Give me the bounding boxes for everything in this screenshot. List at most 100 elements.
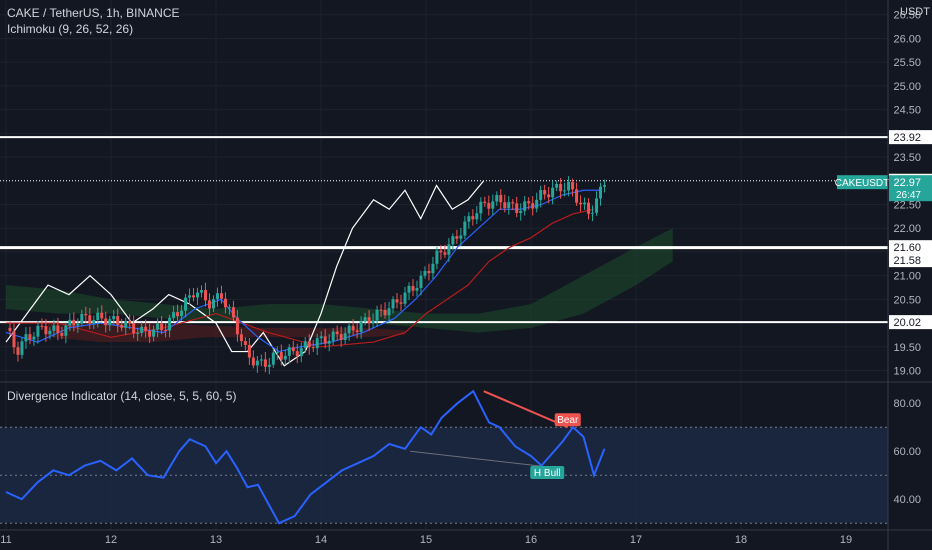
candle-body[interactable] — [299, 347, 303, 357]
candle-body[interactable] — [563, 190, 567, 192]
candle-body[interactable] — [108, 319, 112, 326]
candle-body[interactable] — [595, 198, 599, 213]
candle-body[interactable] — [20, 341, 24, 355]
candle-body[interactable] — [403, 292, 407, 304]
candle-body[interactable] — [583, 202, 587, 205]
candle-body[interactable] — [164, 330, 168, 332]
candle-body[interactable] — [435, 250, 439, 264]
candle-body[interactable] — [12, 331, 16, 348]
candle-body[interactable] — [64, 325, 68, 336]
candle-body[interactable] — [599, 186, 603, 199]
candle-body[interactable] — [188, 295, 192, 298]
candle-body[interactable] — [8, 327, 12, 332]
candle-body[interactable] — [427, 270, 431, 274]
candle-body[interactable] — [511, 202, 515, 204]
candle-body[interactable] — [180, 310, 184, 317]
candle-body[interactable] — [495, 194, 499, 202]
candle-body[interactable] — [535, 199, 539, 209]
candle-body[interactable] — [243, 341, 247, 345]
candle-body[interactable] — [471, 216, 475, 220]
candle-body[interactable] — [455, 236, 459, 239]
ichimoku-indicator-label[interactable]: Ichimoku (9, 26, 52, 26) — [7, 22, 134, 36]
candle-body[interactable] — [251, 357, 255, 366]
candle-body[interactable] — [335, 331, 339, 335]
candle-body[interactable] — [543, 190, 547, 195]
candle-body[interactable] — [287, 347, 291, 356]
candle-body[interactable] — [331, 331, 335, 341]
candle-body[interactable] — [68, 319, 72, 326]
candle-body[interactable] — [196, 292, 200, 298]
candle-body[interactable] — [531, 203, 535, 209]
candle-body[interactable] — [555, 184, 559, 188]
candle-body[interactable] — [72, 319, 76, 326]
candle-body[interactable] — [136, 332, 140, 334]
candle-body[interactable] — [36, 325, 40, 337]
candle-body[interactable] — [579, 202, 583, 205]
candle-body[interactable] — [311, 347, 315, 349]
candle-body[interactable] — [223, 298, 227, 308]
candle-body[interactable] — [463, 221, 467, 236]
candle-body[interactable] — [487, 203, 491, 209]
candle-body[interactable] — [451, 236, 455, 245]
candle-body[interactable] — [124, 321, 128, 328]
candle-body[interactable] — [411, 285, 415, 291]
candle-body[interactable] — [519, 210, 523, 213]
candle-body[interactable] — [80, 313, 84, 324]
candle-body[interactable] — [407, 285, 411, 293]
candle-body[interactable] — [571, 182, 575, 190]
candle-body[interactable] — [204, 290, 207, 301]
candle-body[interactable] — [271, 352, 275, 365]
candle-body[interactable] — [367, 317, 371, 324]
candle-body[interactable] — [227, 307, 231, 309]
candle-body[interactable] — [132, 323, 136, 334]
candle-body[interactable] — [263, 359, 267, 367]
candle-body[interactable] — [503, 202, 507, 209]
candle-body[interactable] — [184, 297, 188, 311]
candle-body[interactable] — [291, 347, 295, 352]
candle-body[interactable] — [447, 244, 451, 255]
candle-body[interactable] — [160, 323, 164, 331]
candle-body[interactable] — [88, 315, 92, 324]
candle-body[interactable] — [152, 329, 156, 337]
candle-body[interactable] — [587, 202, 591, 214]
candle-body[interactable] — [499, 194, 503, 203]
candle-body[interactable] — [443, 252, 447, 255]
candle-body[interactable] — [343, 333, 347, 341]
candle-body[interactable] — [547, 194, 551, 198]
candle-body[interactable] — [603, 185, 606, 187]
candle-body[interactable] — [355, 330, 359, 332]
candle-body[interactable] — [140, 326, 144, 333]
candle-body[interactable] — [211, 299, 215, 309]
candle-body[interactable] — [207, 300, 211, 309]
candle-body[interactable] — [128, 321, 132, 324]
candle-body[interactable] — [144, 326, 148, 331]
candle-body[interactable] — [483, 201, 487, 204]
candle-body[interactable] — [459, 235, 463, 239]
candle-body[interactable] — [415, 287, 419, 291]
candle-body[interactable] — [491, 201, 495, 209]
candle-body[interactable] — [575, 189, 579, 203]
candle-body[interactable] — [116, 315, 120, 325]
candle-body[interactable] — [475, 213, 479, 220]
symbol-title[interactable]: CAKE / TetherUS, 1h, BINANCE — [7, 6, 180, 20]
candle-body[interactable] — [359, 321, 363, 332]
candle-body[interactable] — [60, 332, 64, 336]
candle-body[interactable] — [176, 312, 180, 317]
candle-body[interactable] — [255, 360, 259, 366]
candle-body[interactable] — [279, 352, 283, 360]
candle-body[interactable] — [32, 336, 36, 340]
candle-body[interactable] — [591, 212, 595, 214]
candle-body[interactable] — [439, 250, 443, 253]
candle-body[interactable] — [295, 351, 299, 357]
candle-body[interactable] — [24, 334, 28, 342]
candle-body[interactable] — [259, 359, 263, 361]
candle-body[interactable] — [323, 336, 327, 344]
candle-body[interactable] — [275, 352, 279, 354]
candle-body[interactable] — [479, 201, 483, 214]
candle-body[interactable] — [267, 364, 271, 367]
candle-body[interactable] — [307, 341, 311, 348]
candle-body[interactable] — [156, 323, 160, 330]
candle-body[interactable] — [40, 325, 44, 327]
candle-body[interactable] — [391, 299, 395, 309]
candle-body[interactable] — [84, 313, 88, 316]
